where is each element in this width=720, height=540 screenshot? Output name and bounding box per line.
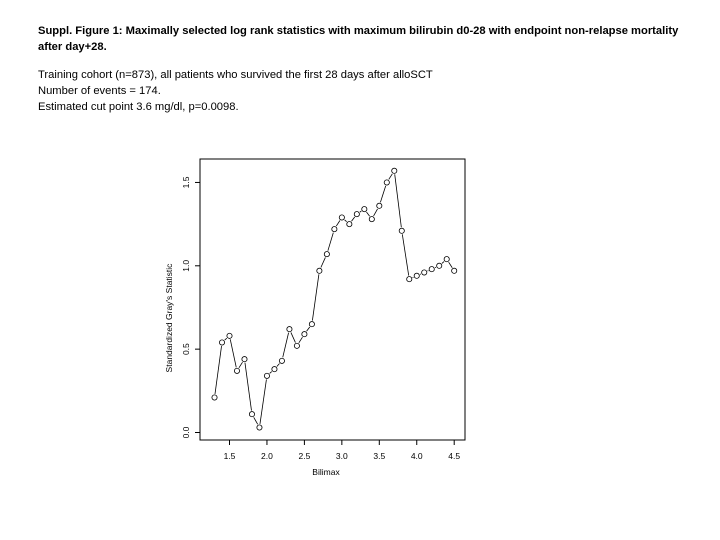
series-segment bbox=[351, 216, 355, 222]
y-axis-label: Standardized Gray's Statistic bbox=[164, 263, 174, 373]
data-point bbox=[376, 202, 383, 209]
data-point bbox=[256, 424, 263, 431]
series-segment bbox=[388, 173, 393, 180]
caption-cohort: Training cohort (n=873), all patients wh… bbox=[38, 69, 433, 81]
x-axis-label: Bilimax bbox=[312, 467, 340, 477]
data-point bbox=[353, 211, 360, 218]
series-segment bbox=[320, 257, 326, 268]
data-point bbox=[391, 167, 398, 174]
data-point bbox=[248, 411, 255, 418]
data-point bbox=[241, 356, 248, 363]
series-segment bbox=[276, 363, 280, 367]
series-segment bbox=[311, 274, 320, 321]
data-point bbox=[443, 256, 450, 263]
series-segment bbox=[282, 332, 289, 358]
series-segment bbox=[238, 361, 243, 369]
x-tick-label: 3.0 bbox=[336, 451, 348, 461]
x-tick-label: 3.5 bbox=[373, 451, 385, 461]
series-segment bbox=[306, 326, 311, 332]
data-point bbox=[286, 326, 293, 333]
series-segment bbox=[448, 261, 453, 268]
series-segment bbox=[335, 220, 341, 227]
data-point bbox=[263, 372, 270, 379]
data-point bbox=[233, 367, 240, 374]
series-segment bbox=[269, 371, 273, 374]
y-tick-label: 0.0 bbox=[181, 426, 191, 438]
data-point bbox=[331, 226, 338, 233]
data-point bbox=[271, 366, 278, 373]
caption-events: Number of events = 174. bbox=[38, 85, 161, 97]
y-tick-label: 0.5 bbox=[181, 343, 191, 355]
data-point bbox=[226, 332, 233, 339]
data-point bbox=[368, 216, 375, 223]
x-axis: 1.5 2.0 2.5 3.0 3.5 4.0 4.5 bbox=[224, 440, 460, 461]
figure-title: Suppl. Figure 1: Maximally selected log … bbox=[38, 25, 679, 53]
data-point bbox=[211, 394, 218, 401]
data-point bbox=[301, 331, 308, 338]
data-point bbox=[421, 269, 428, 276]
x-tick-label: 2.5 bbox=[298, 451, 310, 461]
series-segment bbox=[344, 219, 347, 223]
series-segment bbox=[327, 232, 334, 251]
x-tick-label: 4.0 bbox=[411, 451, 423, 461]
data-point bbox=[316, 267, 323, 274]
data-point bbox=[293, 342, 300, 349]
y-tick-label: 1.5 bbox=[181, 176, 191, 188]
data-point bbox=[361, 206, 368, 213]
series-segment bbox=[401, 234, 410, 276]
x-tick-label: 1.5 bbox=[224, 451, 236, 461]
x-tick-label: 4.5 bbox=[448, 451, 460, 461]
data-point bbox=[413, 272, 420, 279]
data-point bbox=[436, 262, 443, 269]
series-segment bbox=[214, 345, 222, 394]
x-tick-label: 2.0 bbox=[261, 451, 273, 461]
data-point bbox=[219, 339, 226, 346]
data-point bbox=[346, 221, 353, 228]
data-point bbox=[323, 251, 330, 258]
series-segment bbox=[359, 210, 362, 213]
data-point bbox=[451, 267, 458, 274]
series-segment bbox=[380, 185, 387, 203]
series-segment bbox=[253, 417, 259, 425]
series-segment bbox=[244, 362, 252, 411]
series-segment bbox=[298, 336, 303, 344]
y-tick-label: 1.0 bbox=[181, 260, 191, 272]
figure-caption: Suppl. Figure 1: Maximally selected log … bbox=[38, 23, 688, 115]
data-point bbox=[398, 227, 405, 234]
series-segment bbox=[290, 332, 296, 343]
data-point bbox=[308, 321, 315, 328]
data-point bbox=[278, 357, 285, 364]
series-segment bbox=[394, 174, 402, 228]
data-point bbox=[406, 276, 413, 283]
series-segment bbox=[229, 339, 237, 368]
series-segment bbox=[373, 208, 378, 217]
data-point bbox=[383, 179, 390, 186]
data-point bbox=[428, 266, 435, 273]
series-segment bbox=[259, 379, 267, 424]
series-segment bbox=[441, 261, 445, 264]
plot-frame bbox=[199, 158, 466, 441]
series-line bbox=[211, 167, 458, 431]
series-segment bbox=[224, 337, 228, 341]
caption-cutpoint: Estimated cut point 3.6 mg/dl, p=0.0098. bbox=[38, 101, 239, 113]
y-axis: 0.0 0.5 1.0 1.5 bbox=[181, 176, 200, 438]
data-point bbox=[338, 214, 345, 221]
series-segment bbox=[366, 211, 370, 217]
